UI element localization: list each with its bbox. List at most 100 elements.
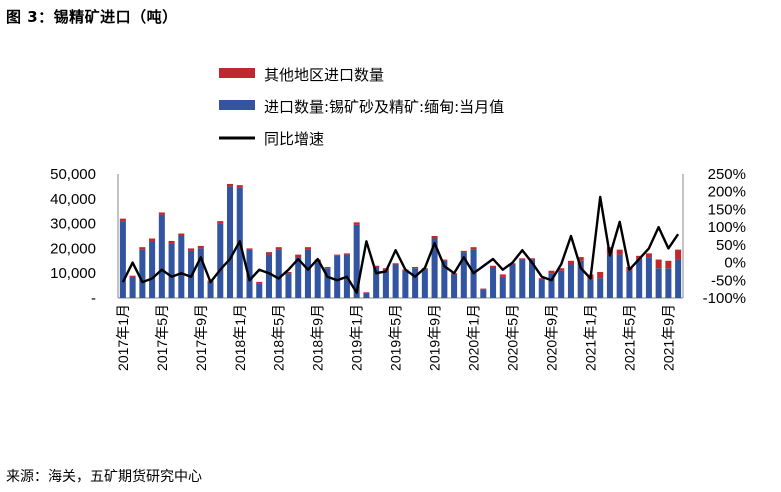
bar-other-regions xyxy=(577,257,584,261)
bar-other-regions xyxy=(548,270,555,274)
bar-myanmar xyxy=(392,264,399,298)
bar-myanmar xyxy=(412,268,419,298)
legend-myanmar-swatch xyxy=(219,100,255,110)
bar-other-regions xyxy=(597,271,604,279)
bar-other-regions xyxy=(392,263,399,265)
bar-myanmar xyxy=(227,186,234,298)
y-right-tick-label: 100% xyxy=(708,219,746,236)
bar-myanmar xyxy=(587,279,594,298)
bar-myanmar xyxy=(402,270,409,298)
y-right-tick-label: 250% xyxy=(708,166,746,183)
x-tick-label: 2021年5月 xyxy=(621,304,637,371)
bar-other-regions xyxy=(256,281,263,284)
y-left-tick-label: 20,000 xyxy=(50,240,96,257)
bar-other-regions xyxy=(178,233,185,236)
bar-other-regions xyxy=(460,250,467,253)
x-tick-label: 2021年9月 xyxy=(660,304,676,371)
bar-myanmar xyxy=(499,276,506,298)
yoy-line-group xyxy=(121,195,680,294)
bar-myanmar xyxy=(119,221,126,298)
bar-other-regions xyxy=(217,221,224,224)
bar-myanmar xyxy=(626,270,633,298)
x-tick-label: 2019年5月 xyxy=(388,304,404,371)
y-axis-left: - 10,000 20,000 30,000 40,000 50,000 xyxy=(50,166,96,307)
legend-myanmar-label: 进口数量:锡矿砂及精矿:缅甸:当月值 xyxy=(264,98,504,116)
bar-other-regions xyxy=(675,249,682,260)
y-right-tick-label: 0% xyxy=(724,255,746,272)
bar-other-regions xyxy=(236,185,243,188)
bar-other-regions xyxy=(158,212,165,215)
bar-other-regions xyxy=(519,258,526,260)
bar-other-regions xyxy=(538,278,545,280)
bar-other-regions xyxy=(265,252,273,255)
bar-other-regions xyxy=(431,236,438,239)
bar-myanmar xyxy=(558,270,565,298)
y-axis-right: -100%-50%0%50%100%150%200%250% xyxy=(703,166,746,307)
bars xyxy=(119,183,682,298)
y-left-tick-label: 30,000 xyxy=(50,216,96,233)
bar-myanmar xyxy=(490,267,497,298)
x-tick-label: 2020年5月 xyxy=(505,304,521,371)
bar-other-regions xyxy=(188,248,195,251)
x-tick-label: 2017年9月 xyxy=(193,304,209,371)
bar-other-regions xyxy=(324,267,331,269)
x-tick-label: 2017年1月 xyxy=(115,304,131,371)
bar-myanmar xyxy=(275,249,282,298)
bar-other-regions xyxy=(168,240,175,244)
y-right-tick-label: -100% xyxy=(703,290,746,307)
bar-myanmar xyxy=(334,255,341,298)
bar-myanmar xyxy=(655,268,662,298)
bar-myanmar xyxy=(178,236,185,298)
bar-other-regions xyxy=(119,218,126,222)
figure-title: 图 3：锡精矿进口（吨） xyxy=(6,8,178,26)
bar-other-regions xyxy=(528,258,536,260)
bar-myanmar xyxy=(480,289,487,298)
bar-other-regions xyxy=(139,247,146,250)
bar-myanmar xyxy=(256,283,263,298)
bar-other-regions xyxy=(353,222,360,225)
bar-myanmar xyxy=(528,259,536,298)
bar-other-regions xyxy=(373,265,380,267)
bar-other-regions xyxy=(149,238,156,241)
bar-other-regions xyxy=(197,245,204,249)
bar-other-regions xyxy=(275,247,282,250)
bar-myanmar xyxy=(597,278,604,298)
bar-myanmar xyxy=(168,243,175,298)
bar-other-regions xyxy=(246,248,253,250)
bar-myanmar xyxy=(665,268,672,298)
x-tick-label: 2018年5月 xyxy=(271,304,287,371)
bar-myanmar xyxy=(363,293,370,298)
bar-other-regions xyxy=(285,271,292,274)
legend-other-regions-swatch xyxy=(219,68,255,78)
bar-myanmar xyxy=(149,240,156,298)
bar-myanmar xyxy=(217,223,224,298)
bar-myanmar xyxy=(616,254,623,298)
bar-myanmar xyxy=(548,273,555,298)
yoy-line xyxy=(121,195,680,294)
bar-myanmar xyxy=(197,248,204,298)
y-right-tick-label: -50% xyxy=(711,272,746,289)
bar-myanmar xyxy=(139,249,146,298)
x-tick-label: 2020年9月 xyxy=(543,304,559,371)
bar-other-regions xyxy=(334,254,341,256)
bar-other-regions xyxy=(558,268,565,271)
bar-other-regions xyxy=(363,292,370,294)
y-left-tick-label: 10,000 xyxy=(50,265,96,282)
bar-other-regions xyxy=(412,267,419,269)
bar-other-regions xyxy=(441,259,448,261)
bar-myanmar xyxy=(129,276,136,298)
bar-myanmar xyxy=(645,257,652,298)
bar-myanmar xyxy=(285,273,292,298)
x-tick-label: 2020年1月 xyxy=(466,304,482,371)
bar-myanmar xyxy=(509,264,516,298)
source-note: 来源：海关，五矿期货研究中心 xyxy=(6,469,202,485)
y-right-tick-label: 200% xyxy=(708,184,746,201)
bar-myanmar xyxy=(246,249,253,298)
bar-other-regions xyxy=(480,288,487,290)
bar-myanmar xyxy=(265,254,273,298)
y-right-tick-label: 150% xyxy=(708,201,746,218)
bar-other-regions xyxy=(295,254,302,258)
y-left-tick-label: - xyxy=(91,290,96,307)
